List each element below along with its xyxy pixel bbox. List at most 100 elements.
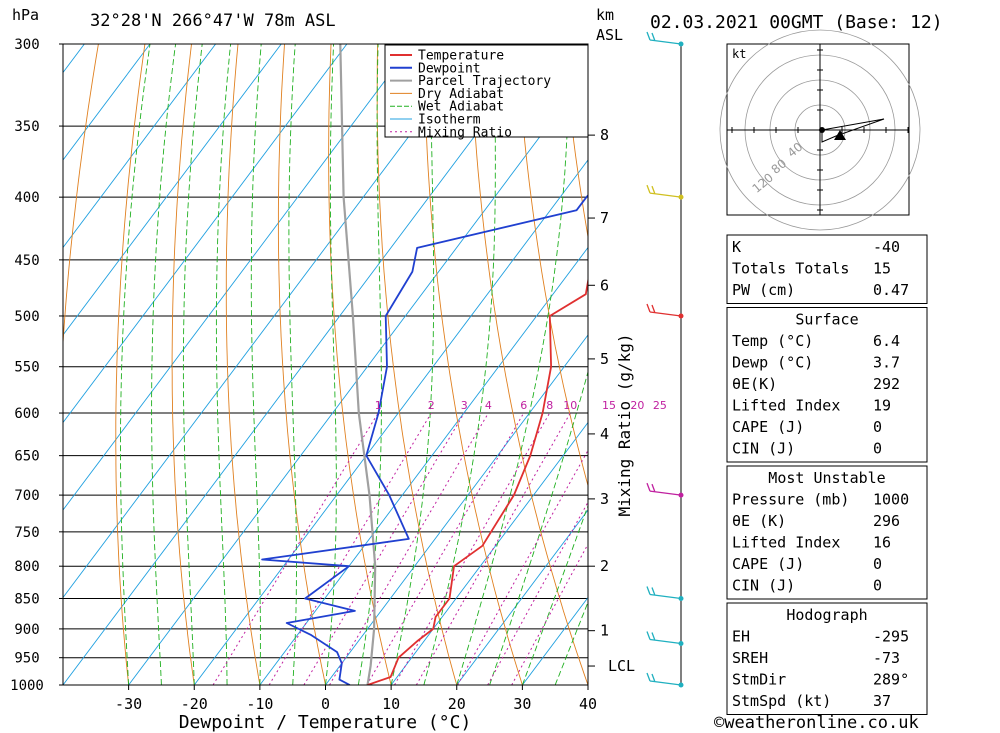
hodograph-unit: kt — [732, 47, 746, 61]
hodograph-table-row-value: -73 — [873, 649, 900, 667]
dry-adiabat-line — [115, 44, 146, 685]
most-unstable-table-box — [726, 465, 928, 600]
most-unstable-table-row-value: 296 — [873, 512, 900, 530]
skewt-plot: 3003504004505005506006507007508008509009… — [10, 31, 1000, 713]
temperature-tick-label: -30 — [115, 695, 142, 713]
dry-adiabat-line — [982, 44, 1000, 685]
mixing-ratio-line — [366, 412, 525, 685]
storm-motion-marker — [834, 130, 846, 140]
x-axis-label: Dewpoint / Temperature (°C) — [179, 712, 472, 733]
wind-barb — [646, 303, 682, 317]
mixing-ratio-axis-label: Mixing Ratio (g/kg) — [615, 333, 634, 516]
isotherm-line — [63, 44, 282, 336]
hodograph-table-row-label: StmSpd (kt) — [732, 692, 831, 710]
datetime-title: 02.03.2021 00GMT (Base: 12) — [650, 12, 943, 33]
stability-indices-row-label: K — [732, 238, 741, 256]
surface-table-box — [726, 307, 928, 463]
surface-table-row-label: Dewp (°C) — [732, 354, 813, 372]
most-unstable-table-row-value: 16 — [873, 534, 891, 552]
most-unstable-table-row-label: CAPE (J) — [732, 555, 804, 573]
isotherm-line — [63, 44, 479, 599]
surface-table-row-value: 0 — [873, 440, 882, 458]
dry-adiabat-line — [376, 44, 458, 685]
legend-entry: Dry Adiabat — [418, 87, 504, 102]
mixing-ratio-line — [415, 412, 571, 685]
pressure-tick-label: 600 — [14, 406, 39, 422]
most-unstable-table-row-value: 0 — [873, 555, 882, 573]
isotherm-line — [63, 44, 348, 424]
pressure-tick-label: 550 — [14, 360, 39, 376]
pressure-tick-label: 750 — [14, 525, 39, 541]
mixing-ratio-line — [268, 412, 432, 685]
most-unstable-table-row-label: Pressure (mb) — [732, 491, 849, 509]
dry-adiabat-line — [423, 44, 523, 685]
pressure-tick-label: 850 — [14, 592, 39, 608]
mixing-ratio-line — [487, 501, 588, 685]
dry-adiabat-line — [563, 44, 588, 240]
legend-entry: Isotherm — [418, 113, 481, 128]
wind-barb — [646, 31, 682, 45]
plot-frame — [62, 43, 589, 686]
mixing-ratio-label: 6 — [520, 399, 527, 412]
mixing-ratio-line — [303, 412, 465, 685]
mixing-ratio-line — [511, 543, 588, 685]
stability-indices-row-value: -40 — [873, 238, 900, 256]
surface-table-row-value: 19 — [873, 397, 891, 415]
mixing-ratio-label: 10 — [563, 399, 577, 412]
pressure-tick-label: 1000 — [10, 678, 44, 694]
dry-adiabat-line — [470, 44, 588, 685]
hodograph-table-box — [726, 602, 928, 715]
hodograph-ring — [719, 29, 921, 231]
mixing-ratio-label: 3 — [461, 399, 468, 412]
surface-table-row-value: 292 — [873, 375, 900, 393]
legend-box — [384, 44, 589, 138]
mixing-ratio-label: 2 — [428, 399, 435, 412]
stability-indices-row-value: 15 — [873, 260, 891, 278]
mixing-ratio-label: 1 — [375, 399, 382, 412]
pressure-tick-label: 350 — [14, 119, 39, 135]
pressure-tick-label: 700 — [14, 488, 39, 504]
pressure-tick-label: 650 — [14, 449, 39, 465]
legend-entry: Temperature — [418, 49, 504, 64]
surface-table-row-label: Temp (°C) — [732, 332, 813, 350]
isotherm-line — [63, 44, 151, 161]
isotherm-line — [128, 71, 588, 685]
temperature-tick-label: 20 — [448, 695, 466, 713]
isotherm-line — [63, 44, 85, 74]
km-tick-label: 4 — [600, 425, 609, 443]
km-tick-label: 1 — [600, 622, 609, 640]
surface-table-row-label: CIN (J) — [732, 440, 795, 458]
wind-barb — [646, 586, 682, 600]
dry-adiabat-line — [63, 44, 99, 685]
copyright-footer: ©weatheronline.co.uk — [714, 713, 919, 733]
isotherm-line — [63, 44, 413, 511]
stability-indices-row-value: 0.47 — [873, 281, 909, 299]
most-unstable-table-row-label: θE (K) — [732, 512, 786, 530]
surface-table-row-label: θE(K) — [732, 375, 777, 393]
mixing-ratio-label: 20 — [630, 399, 644, 412]
temperature-line — [367, 276, 588, 685]
most-unstable-table-row-value: 1000 — [873, 491, 909, 509]
wet-adiabat-line — [325, 44, 337, 685]
km-tick-label: 2 — [600, 557, 609, 575]
wind-barb — [646, 631, 682, 645]
mixing-ratio-line — [394, 412, 551, 685]
hodograph-table-row-value: -295 — [873, 628, 909, 646]
wet-adiabat-line — [250, 44, 262, 685]
mixing-ratio-line — [212, 412, 379, 685]
wind-barb — [646, 184, 682, 198]
isotherm-line — [390, 421, 588, 685]
legend-entry: Dewpoint — [418, 61, 481, 76]
temperature-tick-label: 10 — [382, 695, 400, 713]
isotherm-line — [63, 44, 545, 685]
pressure-tick-label: 800 — [14, 559, 39, 575]
dry-adiabat-line — [171, 44, 195, 685]
stability-indices-row-label: Totals Totals — [732, 260, 849, 278]
most-unstable-table-row-label: CIN (J) — [732, 577, 795, 595]
dry-adiabat-line — [936, 44, 1000, 685]
isotherm-line — [259, 246, 588, 685]
asl-unit-label: ASL — [596, 26, 623, 44]
hodograph-table-row-label: StmDir — [732, 671, 786, 689]
